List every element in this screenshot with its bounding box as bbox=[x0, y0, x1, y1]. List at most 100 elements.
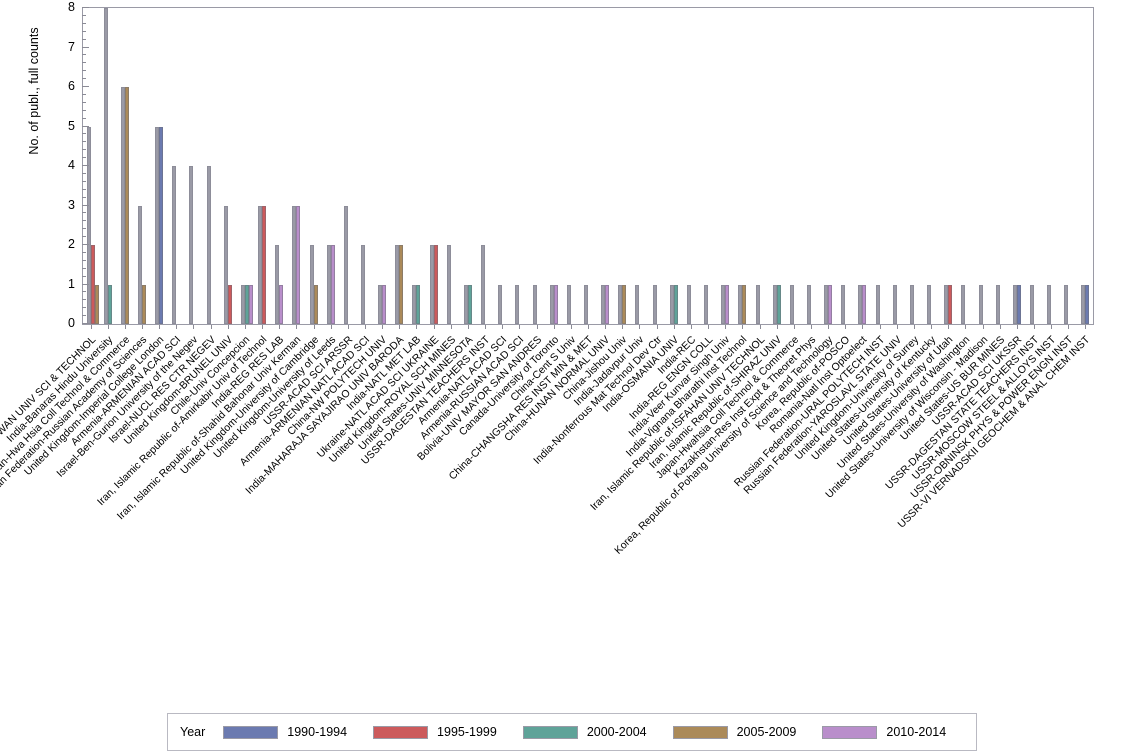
bar-total bbox=[618, 284, 623, 324]
bar-total bbox=[909, 284, 914, 324]
legend-label: 1995-1999 bbox=[437, 725, 497, 739]
bar-segment bbox=[296, 205, 301, 324]
bar-segment bbox=[948, 284, 953, 324]
bar-segment bbox=[433, 245, 438, 324]
bar-group[interactable] bbox=[412, 8, 421, 324]
bar-group[interactable] bbox=[789, 8, 794, 324]
bar-group[interactable] bbox=[498, 8, 503, 324]
bar-total bbox=[189, 166, 194, 324]
bar-group[interactable] bbox=[395, 8, 404, 324]
bar-group[interactable] bbox=[618, 8, 627, 324]
legend-item[interactable]: 2010-2014 bbox=[822, 725, 946, 739]
plot-inner bbox=[83, 8, 1093, 324]
bar-group[interactable] bbox=[103, 8, 112, 324]
bar-group[interactable] bbox=[875, 8, 880, 324]
legend-swatch bbox=[373, 725, 429, 739]
bar-group[interactable] bbox=[172, 8, 177, 324]
bar-group[interactable] bbox=[275, 8, 284, 324]
legend-item[interactable]: 2005-2009 bbox=[672, 725, 796, 739]
bar-group[interactable] bbox=[755, 8, 760, 324]
bar-group[interactable] bbox=[738, 8, 747, 324]
bar-segment bbox=[1085, 284, 1090, 324]
y-tick-mark bbox=[82, 46, 89, 48]
bar-group[interactable] bbox=[1029, 8, 1034, 324]
bar-group[interactable] bbox=[1081, 8, 1090, 324]
x-tick-mark bbox=[931, 325, 933, 329]
bar-group[interactable] bbox=[892, 8, 897, 324]
bar-group[interactable] bbox=[223, 8, 232, 324]
bar-group[interactable] bbox=[120, 8, 129, 324]
bar-group[interactable] bbox=[258, 8, 267, 324]
y-tick-minor bbox=[82, 220, 86, 222]
bar-group[interactable] bbox=[446, 8, 451, 324]
bar-group[interactable] bbox=[292, 8, 301, 324]
x-tick-mark bbox=[639, 325, 641, 329]
bar-group[interactable] bbox=[1012, 8, 1021, 324]
legend-item[interactable]: 1995-1999 bbox=[373, 725, 497, 739]
bar-group[interactable] bbox=[806, 8, 811, 324]
bar-group[interactable] bbox=[824, 8, 833, 324]
x-tick-mark bbox=[262, 325, 264, 329]
bar-group[interactable] bbox=[978, 8, 983, 324]
bar-group[interactable] bbox=[309, 8, 318, 324]
bar-group[interactable] bbox=[841, 8, 846, 324]
bar-group[interactable] bbox=[463, 8, 472, 324]
bar-group[interactable] bbox=[155, 8, 164, 324]
bar-group[interactable] bbox=[635, 8, 640, 324]
bar-total bbox=[789, 284, 794, 324]
y-tick-minor bbox=[82, 30, 86, 32]
bar-group[interactable] bbox=[995, 8, 1000, 324]
y-tick-minor bbox=[82, 14, 86, 16]
bar-segment bbox=[673, 284, 678, 324]
bar-group[interactable] bbox=[138, 8, 147, 324]
bar-group[interactable] bbox=[909, 8, 914, 324]
bar-group[interactable] bbox=[944, 8, 953, 324]
bar-group[interactable] bbox=[86, 8, 99, 324]
bar-group[interactable] bbox=[704, 8, 709, 324]
bar-group[interactable] bbox=[772, 8, 781, 324]
x-tick-mark bbox=[313, 325, 315, 329]
bar-group[interactable] bbox=[652, 8, 657, 324]
x-tick-mark bbox=[1016, 325, 1018, 329]
bar-group[interactable] bbox=[343, 8, 348, 324]
x-tick-mark bbox=[982, 325, 984, 329]
bar-group[interactable] bbox=[240, 8, 253, 324]
y-tick-minor bbox=[82, 259, 86, 261]
bar-group[interactable] bbox=[927, 8, 932, 324]
bar-group[interactable] bbox=[481, 8, 486, 324]
bar-group[interactable] bbox=[601, 8, 610, 324]
bar-group[interactable] bbox=[721, 8, 730, 324]
x-tick-mark bbox=[365, 325, 367, 329]
bar-group[interactable] bbox=[206, 8, 211, 324]
bar-group[interactable] bbox=[515, 8, 520, 324]
bar-group[interactable] bbox=[1047, 8, 1052, 324]
x-tick-mark bbox=[347, 325, 349, 329]
bar-group[interactable] bbox=[429, 8, 438, 324]
bar-group[interactable] bbox=[1064, 8, 1069, 324]
bar-segment bbox=[90, 245, 95, 324]
x-tick-mark bbox=[570, 325, 572, 329]
x-tick-mark bbox=[605, 325, 607, 329]
legend-item[interactable]: 1990-1994 bbox=[223, 725, 347, 739]
bar-group[interactable] bbox=[378, 8, 387, 324]
bar-group[interactable] bbox=[669, 8, 678, 324]
bar-group[interactable] bbox=[549, 8, 558, 324]
legend-item[interactable]: 2000-2004 bbox=[522, 725, 647, 739]
bar-total bbox=[429, 245, 434, 324]
bar-group[interactable] bbox=[189, 8, 194, 324]
bar-group[interactable] bbox=[361, 8, 366, 324]
bar-total bbox=[961, 284, 966, 324]
bar-group[interactable] bbox=[532, 8, 537, 324]
bar-group[interactable] bbox=[961, 8, 966, 324]
y-tick-label: 0 bbox=[68, 316, 75, 330]
y-tick-minor bbox=[82, 157, 86, 159]
y-tick-label: 5 bbox=[68, 118, 75, 133]
bar-group[interactable] bbox=[326, 8, 335, 324]
bar-total bbox=[155, 126, 160, 324]
bar-group[interactable] bbox=[566, 8, 571, 324]
bar-group[interactable] bbox=[686, 8, 691, 324]
bar-group[interactable] bbox=[858, 8, 867, 324]
y-tick-minor bbox=[82, 78, 86, 80]
bar-group[interactable] bbox=[584, 8, 588, 324]
y-tick-label: 6 bbox=[68, 79, 75, 93]
